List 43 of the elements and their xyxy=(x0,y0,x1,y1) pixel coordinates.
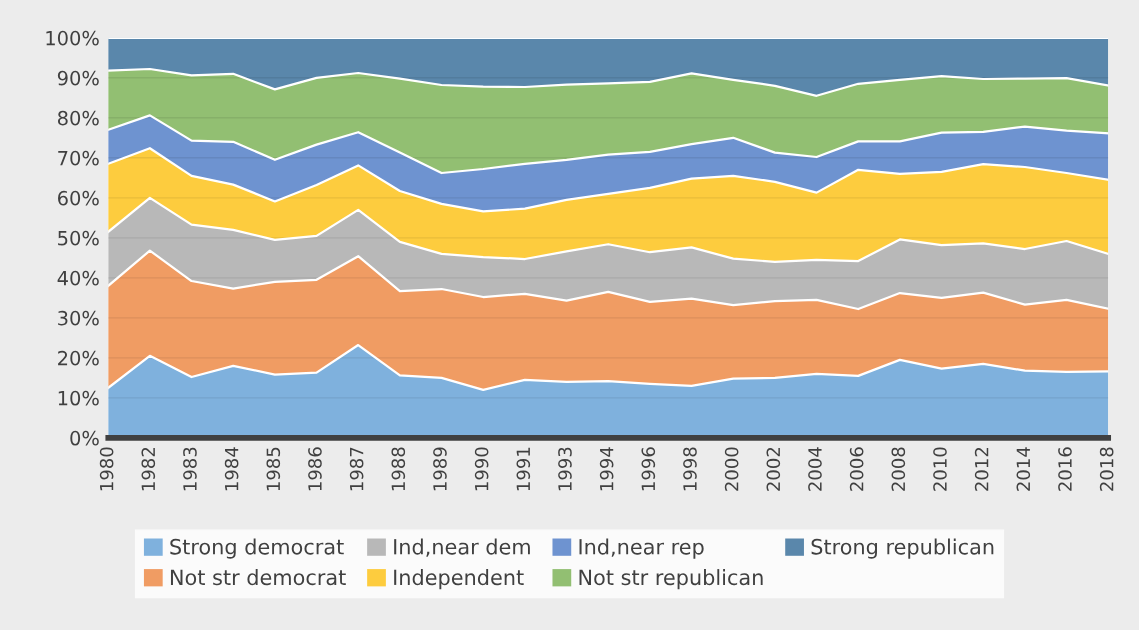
x-tick-label: 1986 xyxy=(308,447,322,491)
x-tick-label: 1998 xyxy=(683,447,697,491)
x-tick-label: 1991 xyxy=(516,447,531,491)
x-tick-label: 1989 xyxy=(433,447,447,491)
legend-label: Strong democrat xyxy=(170,538,344,559)
x-tick-label: 2006 xyxy=(849,447,864,491)
x-tick-label: 2004 xyxy=(808,447,822,491)
x-tick-label: 1988 xyxy=(391,447,406,491)
x-tick-label: 1982 xyxy=(141,447,156,491)
y-tick-label: 100% xyxy=(46,30,99,46)
legend-label: Independent xyxy=(394,569,524,590)
x-tick-label: 2008 xyxy=(891,447,906,491)
y-tick-label: 10% xyxy=(58,390,99,406)
legend-label: Ind,near rep xyxy=(579,538,704,559)
x-tick-label: 2014 xyxy=(1016,447,1031,491)
y-tick-label: 30% xyxy=(58,310,99,326)
x-tick-label: 1993 xyxy=(558,447,572,491)
x-tick-label: 2018 xyxy=(1099,447,1114,491)
x-tick-label: 2000 xyxy=(724,447,739,491)
x-tick-label: 1984 xyxy=(224,447,239,491)
y-tick-label: 0% xyxy=(70,430,99,446)
y-tick-label: 90% xyxy=(57,70,99,86)
y-tick-label: 20% xyxy=(58,350,99,366)
y-tick-label: 50% xyxy=(58,230,99,246)
x-tick-label: 2002 xyxy=(766,447,781,491)
x-tick-label: 1994 xyxy=(599,447,614,491)
x-tick-label: 1987 xyxy=(349,447,364,491)
y-tick-label: 40% xyxy=(57,270,99,286)
x-tick-label: 1983 xyxy=(183,447,197,491)
x-tick-label: 2010 xyxy=(933,447,947,491)
x-tick-label: 2012 xyxy=(974,447,989,491)
y-tick-label: 80% xyxy=(57,110,99,126)
legend-label: Strong republican xyxy=(811,538,994,559)
y-tick-label: 70% xyxy=(58,150,99,166)
x-tick-label: 1990 xyxy=(474,447,489,491)
x-tick-label: 1985 xyxy=(266,447,281,491)
legend-label: Not str republican xyxy=(579,569,763,590)
legend-label: Ind,near dem xyxy=(394,538,530,557)
legend-label: Not str democrat xyxy=(170,569,346,586)
x-tick-label: 2016 xyxy=(1058,447,1072,491)
x-tick-label: 1996 xyxy=(641,447,656,491)
x-tick-label: 1980 xyxy=(99,447,114,491)
y-tick-label: 60% xyxy=(58,190,99,206)
